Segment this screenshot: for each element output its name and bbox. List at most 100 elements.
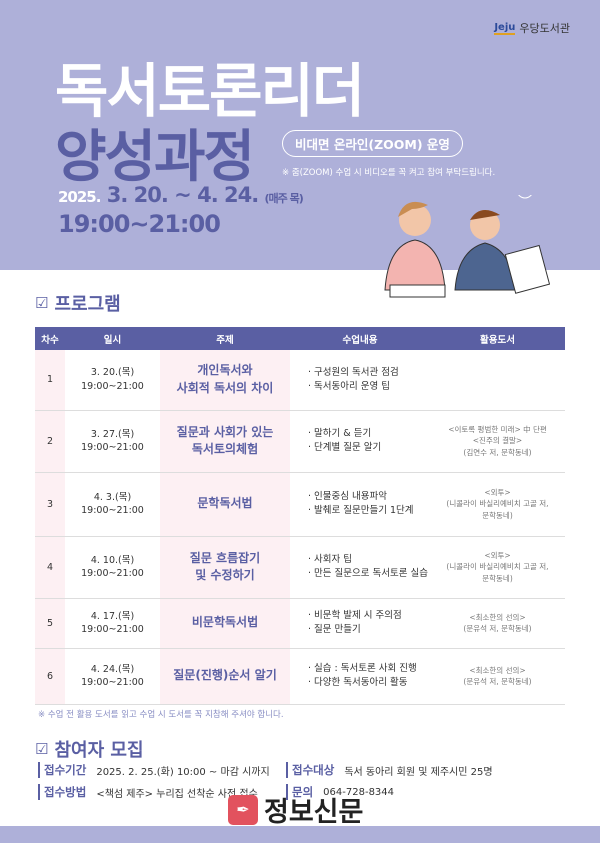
book-line: <외투>	[484, 551, 511, 561]
session-time: 19:00~21:00	[81, 442, 144, 453]
recruit-title: 참여자 모집	[54, 740, 144, 761]
book-line: (문유석 저, 문학동네)	[463, 624, 532, 633]
session-date: 4. 10.(목)	[90, 554, 135, 566]
session-book: <이토록 평범한 미래> 中 단편 <진주의 결말> (김연수 저, 문학동네)	[430, 410, 565, 473]
time-range: 19:00~21:00	[58, 210, 221, 238]
session-book: <최소한의 선의> (문유석 저, 문학동네)	[430, 598, 565, 649]
content-item: · 다양한 독서동아리 활동	[308, 677, 408, 688]
session-no: 2	[35, 410, 65, 473]
method-label: 접수방법	[38, 784, 86, 800]
title-line2: 양성과정	[55, 125, 255, 190]
contact-value: 064-728-8344	[323, 786, 395, 798]
online-badge: 비대면 온라인(ZOOM) 운영	[282, 130, 463, 157]
recruit-contact: 문의 064-728-8344	[286, 784, 394, 800]
table-row: 6 4. 24.(목) 19:00~21:00 질문(진행)순서 알기 · 실습 …	[35, 648, 565, 705]
session-date: 3. 27.(목)	[90, 428, 135, 440]
recruit-period: 접수기간 2025. 2. 25.(화) 10:00 ~ 마감 시까지	[38, 762, 270, 778]
session-book	[430, 350, 565, 411]
period-label: 접수기간	[38, 762, 86, 778]
col-header: 일시	[65, 327, 160, 350]
session-datetime: 3. 27.(목) 19:00~21:00	[65, 410, 160, 473]
period-value: 2025. 2. 25.(화) 10:00 ~ 마감 시까지	[96, 766, 270, 778]
book-line: <진주의 결말>	[472, 436, 523, 446]
session-topic: 질문과 사회가 있는 독서토의체험	[160, 410, 290, 473]
table-note: ※ 수업 전 활용 도서를 읽고 수업 시 도서를 꼭 지참해 주셔야 합니다.	[38, 710, 284, 720]
topic-line: 사회적 독서의 차이	[176, 380, 274, 395]
session-time: 19:00~21:00	[81, 568, 144, 579]
content-item: · 말하기 & 듣기	[308, 428, 372, 440]
feather-icon: ✒	[228, 794, 258, 825]
session-datetime: 4. 24.(목) 19:00~21:00	[65, 648, 160, 705]
book-line: <최소한의 선의>	[469, 665, 526, 675]
jeju-logo-mark: Jeju	[494, 21, 516, 35]
session-topic: 문학독서법	[160, 472, 290, 537]
program-title: 프로그램	[54, 294, 121, 315]
content-item: · 비문학 발제 시 주의점	[308, 610, 402, 622]
content-item: · 인물중심 내용파악	[308, 491, 387, 503]
content-item: · 질문 만들기	[308, 624, 361, 635]
program-heading: ☑ 프로그램	[35, 290, 121, 316]
session-content: · 인물중심 내용파악 · 발췌로 질문만들기 1단계	[290, 472, 430, 537]
book-line: <이토록 평범한 미래> 中 단편	[448, 425, 547, 435]
topic-line: 질문과 사회가 있는	[176, 424, 274, 439]
session-time: 19:00~21:00	[81, 624, 144, 635]
topic-line: 질문 흐름잡기	[189, 550, 261, 565]
content-item: · 사회자 팁	[308, 554, 353, 566]
session-no: 6	[35, 648, 65, 705]
book-line: <최소한의 선의>	[469, 612, 526, 622]
col-header: 차수	[35, 327, 65, 350]
session-book: <최소한의 선의> (문유석 저, 문학동네)	[430, 648, 565, 705]
content-item: · 구성원의 독서관 점검	[308, 366, 399, 378]
content-item: · 단계별 질문 알기	[308, 442, 382, 453]
session-topic: 질문(진행)순서 알기	[160, 648, 290, 705]
date-weekly: (매주 목)	[264, 192, 304, 205]
session-time: 19:00~21:00	[81, 677, 144, 688]
topic-line: 질문(진행)순서 알기	[173, 668, 277, 683]
table-row: 3 4. 3.(목) 19:00~21:00 문학독서법 · 인물중심 내용파악 ·…	[35, 472, 565, 537]
program-table: 차수 일시 주제 수업내용 활용도서 1 3. 20.(목) 19:00~21:0…	[35, 327, 565, 705]
session-time: 19:00~21:00	[81, 505, 144, 516]
zoom-note: ※ 줌(ZOOM) 수업 시 비디오를 꼭 켜고 참여 부탁드립니다.	[282, 168, 496, 178]
session-book: <외투> (니콜라이 바실리예비치 고골 저, 문학동네)	[430, 536, 565, 599]
book-line: (김연수 저, 문학동네)	[463, 447, 532, 457]
session-no: 4	[35, 536, 65, 599]
col-header: 주제	[160, 327, 290, 350]
table-row: 5 4. 17.(목) 19:00~21:00 비문학독서법 · 비문학 발제 시…	[35, 598, 565, 649]
session-book: <외투> (니콜라이 바실리예비치 고골 저, 문학동네)	[430, 472, 565, 537]
library-logo: Jeju 우당도서관	[494, 20, 570, 36]
checkbox-icon: ☑	[35, 740, 49, 758]
col-header: 활용도서	[430, 327, 565, 350]
footer-band	[0, 826, 600, 843]
date-year: 2025.	[58, 188, 101, 206]
contact-label: 문의	[286, 784, 313, 800]
target-label: 접수대상	[286, 762, 334, 778]
topic-line: 및 수정하기	[195, 568, 255, 582]
session-content: · 비문학 발제 시 주의점 · 질문 만들기	[290, 598, 430, 649]
table-row: 1 3. 20.(목) 19:00~21:00 개인독서와 사회적 독서의 차이 ·…	[35, 350, 565, 411]
session-date: 3. 20.(목)	[90, 367, 135, 379]
session-topic: 비문학독서법	[160, 598, 290, 649]
session-datetime: 3. 20.(목) 19:00~21:00	[65, 350, 160, 411]
topic-line: 문학독서법	[197, 496, 253, 511]
book-line: 문학동네)	[482, 573, 513, 583]
date-range: 2025. 3. 20. ~ 4. 24. (매주 목)	[58, 183, 304, 207]
session-no: 3	[35, 472, 65, 537]
recruit-target: 접수대상 독서 동아리 회원 및 제주시민 25명	[286, 762, 493, 778]
topic-line: 비문학독서법	[191, 615, 259, 630]
content-item: · 실습 : 독서토론 사회 진행	[308, 663, 417, 675]
content-item: · 독서동아리 운영 팁	[308, 380, 390, 392]
date-span: 3. 20. ~ 4. 24.	[106, 183, 259, 207]
title-line1: 독서토론리더	[55, 57, 365, 125]
method-value: <책섬 제주> 누리집 선착순 사전 접수	[96, 788, 258, 800]
topic-line: 개인독서와	[197, 363, 253, 378]
session-content: · 실습 : 독서토론 사회 진행 · 다양한 독서동아리 활동	[290, 648, 430, 705]
watermark-text: 정보신문	[264, 797, 364, 828]
content-item: · 만든 질문으로 독서토론 실습	[308, 568, 428, 579]
session-datetime: 4. 3.(목) 19:00~21:00	[65, 472, 160, 537]
session-datetime: 4. 17.(목) 19:00~21:00	[65, 598, 160, 649]
content-item: · 발췌로 질문만들기 1단계	[308, 505, 414, 516]
people-studying-illustration	[384, 195, 550, 298]
book-line: 문학동네)	[482, 510, 513, 520]
session-datetime: 4. 10.(목) 19:00~21:00	[65, 536, 160, 599]
